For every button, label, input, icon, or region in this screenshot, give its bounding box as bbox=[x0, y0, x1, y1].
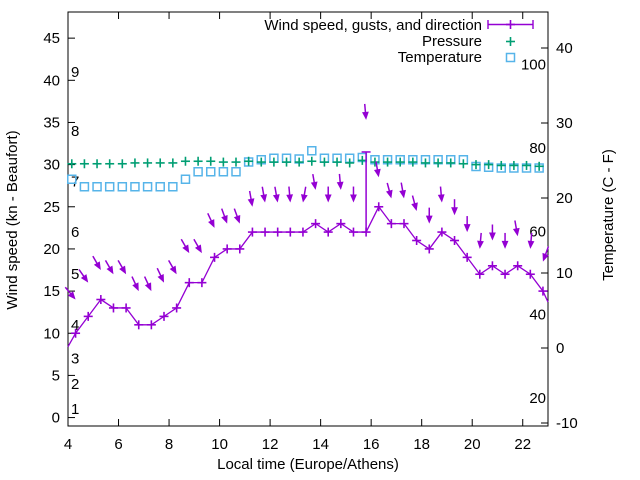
wind-direction-arrow bbox=[64, 286, 76, 300]
svg-text:10: 10 bbox=[43, 325, 60, 342]
svg-text:8: 8 bbox=[165, 436, 173, 453]
wind-direction-arrow bbox=[143, 276, 152, 292]
svg-text:0: 0 bbox=[556, 340, 564, 357]
wind-direction-arrow bbox=[117, 259, 127, 275]
svg-text:1: 1 bbox=[71, 401, 79, 418]
wind-direction-arrow bbox=[310, 174, 318, 190]
y-axis-right-title: Temperature (C - F) bbox=[600, 149, 617, 281]
wind-direction-arrow bbox=[180, 238, 190, 254]
wind-direction-arrow bbox=[350, 186, 357, 203]
wind-direction-arrow bbox=[78, 269, 89, 283]
legend: Wind speed, gusts, and direction Pressur… bbox=[264, 17, 482, 66]
svg-text:20: 20 bbox=[556, 190, 573, 207]
wind-direction-arrow bbox=[193, 238, 202, 254]
y-axis-left-title: Wind speed (kn - Beaufort) bbox=[4, 130, 21, 309]
svg-text:40: 40 bbox=[43, 72, 60, 89]
svg-text:30: 30 bbox=[556, 115, 573, 132]
svg-text:22: 22 bbox=[514, 436, 531, 453]
svg-text:18: 18 bbox=[413, 436, 430, 453]
svg-text:2: 2 bbox=[71, 376, 79, 393]
svg-text:-10: -10 bbox=[556, 415, 578, 432]
svg-text:5: 5 bbox=[71, 266, 79, 283]
wind-direction-arrow bbox=[336, 173, 344, 190]
svg-text:30: 30 bbox=[43, 157, 60, 174]
wind-direction-arrow bbox=[260, 186, 268, 203]
wind-direction-arrow bbox=[437, 186, 445, 203]
svg-text:20: 20 bbox=[43, 241, 60, 258]
wind-direction-arrow bbox=[131, 276, 139, 292]
wind-direction-arrow bbox=[411, 195, 418, 211]
svg-text:12: 12 bbox=[262, 436, 279, 453]
svg-text:10: 10 bbox=[556, 265, 573, 282]
legend-label-pressure: Pressure bbox=[422, 33, 482, 50]
svg-text:45: 45 bbox=[43, 30, 60, 47]
svg-text:15: 15 bbox=[43, 283, 60, 300]
svg-text:4: 4 bbox=[71, 317, 79, 334]
wind-direction-arrow bbox=[399, 182, 406, 199]
svg-text:6: 6 bbox=[114, 436, 122, 453]
wind-direction-arrow bbox=[300, 186, 308, 203]
wind-direction-arrow bbox=[104, 259, 114, 275]
wind-direction-arrow bbox=[527, 232, 535, 249]
wind-direction-arrow bbox=[207, 213, 215, 228]
wind-direction-arrow bbox=[512, 220, 520, 237]
svg-text:3: 3 bbox=[71, 351, 79, 368]
wind-direction-arrow bbox=[286, 186, 294, 203]
svg-text:8: 8 bbox=[71, 123, 79, 140]
svg-text:4: 4 bbox=[64, 436, 72, 453]
wind-direction-arrow bbox=[501, 232, 509, 249]
wind-direction-arrow bbox=[247, 190, 255, 207]
legend-label-temperature: Temperature bbox=[398, 49, 482, 66]
wind-direction-arrow bbox=[167, 259, 177, 275]
wind-direction-arrow bbox=[362, 103, 369, 120]
svg-text:80: 80 bbox=[529, 140, 546, 157]
wind-direction-arrow bbox=[373, 161, 381, 178]
svg-text:20: 20 bbox=[464, 436, 481, 453]
svg-text:20: 20 bbox=[529, 390, 546, 407]
wind-direction-arrow bbox=[451, 199, 458, 216]
wind-direction-arrow bbox=[92, 255, 101, 271]
wind-direction-arrow bbox=[272, 186, 280, 203]
temperature-series bbox=[67, 146, 544, 192]
svg-text:6: 6 bbox=[71, 224, 79, 241]
wind-direction-arrow bbox=[463, 216, 471, 233]
legend-label-wind: Wind speed, gusts, and direction bbox=[264, 17, 482, 34]
svg-text:100: 100 bbox=[521, 57, 546, 74]
wind-direction-arrow bbox=[233, 208, 241, 224]
svg-text:40: 40 bbox=[529, 307, 546, 324]
wind-direction-arrows bbox=[64, 103, 550, 300]
pressure-series bbox=[67, 155, 544, 171]
wind-direction-arrow bbox=[425, 207, 433, 224]
svg-text:16: 16 bbox=[363, 436, 380, 453]
wind-direction-arrow bbox=[156, 267, 164, 283]
svg-text:5: 5 bbox=[52, 367, 60, 384]
svg-text:35: 35 bbox=[43, 114, 60, 131]
svg-text:0: 0 bbox=[52, 410, 60, 427]
wind-direction-arrow bbox=[542, 246, 550, 262]
generated-chart-layers: 4 6 8 10 12 14 16 18 20 22051015202530354045-1001… bbox=[43, 11, 578, 453]
wind-direction-arrow bbox=[324, 186, 332, 203]
wind-direction-arrow bbox=[220, 208, 228, 224]
wind-direction-arrow bbox=[386, 182, 393, 199]
svg-text:9: 9 bbox=[71, 64, 79, 81]
x-axis-title: Local time (Europe/Athens) bbox=[217, 456, 399, 473]
wind-direction-arrow bbox=[477, 232, 484, 249]
svg-text:40: 40 bbox=[556, 40, 573, 57]
svg-text:10: 10 bbox=[211, 436, 228, 453]
legend-samples bbox=[487, 20, 534, 63]
wind-direction-arrow bbox=[489, 224, 496, 241]
svg-text:14: 14 bbox=[312, 436, 329, 453]
wind-series bbox=[67, 151, 549, 348]
svg-text:25: 25 bbox=[43, 199, 60, 216]
svg-text:60: 60 bbox=[529, 223, 546, 240]
axes-layer: 4 6 8 10 12 14 16 18 20 22051015202530354045-1001… bbox=[43, 11, 578, 453]
